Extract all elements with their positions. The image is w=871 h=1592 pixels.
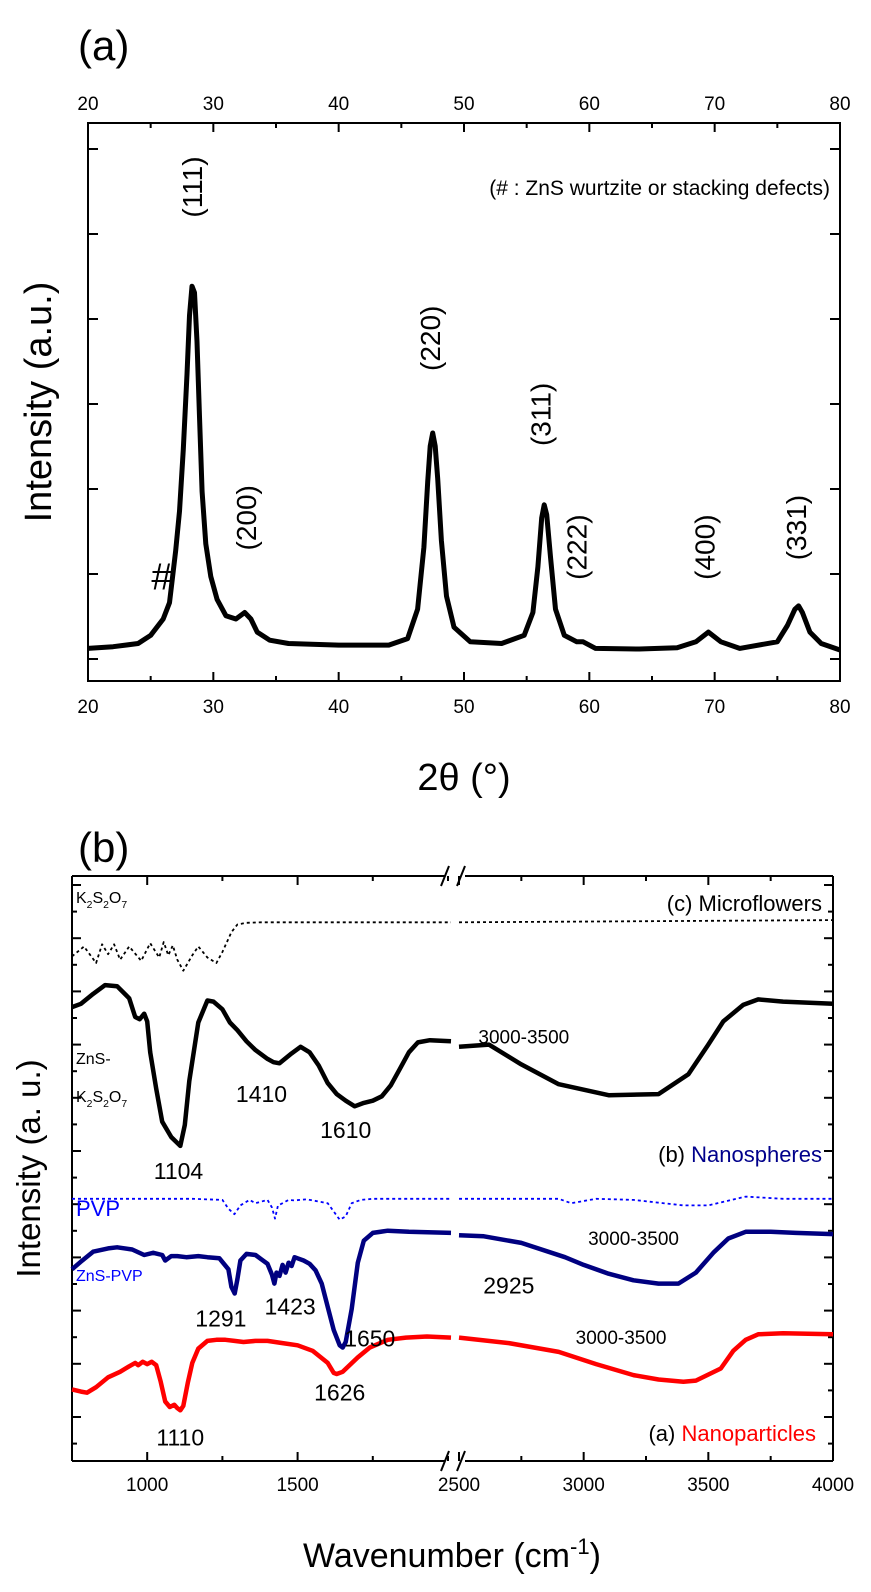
ftir-spectrum-b-reference xyxy=(459,1195,833,1207)
x-tick-label: 3000 xyxy=(563,1475,605,1496)
x-axis-title-text: Wavenumber (cm xyxy=(303,1537,570,1575)
y-axis-title: Intensity (a.u.) xyxy=(18,282,60,523)
xrd-pattern-line xyxy=(87,283,841,653)
ftir-spectrum-c xyxy=(71,982,452,1149)
x-tick-label-top: 80 xyxy=(829,94,850,115)
curve-label-microflowers: (c) Microflowers xyxy=(667,891,822,916)
x-tick-label-bottom: 80 xyxy=(829,697,850,718)
x-tick-label: 4000 xyxy=(812,1475,854,1496)
x-axis-title-superscript: -1 xyxy=(570,1534,590,1559)
x-tick-label-top: 30 xyxy=(203,94,224,115)
peak-label: 3000-3500 xyxy=(478,1027,569,1048)
peak-label: 1110 xyxy=(156,1425,204,1451)
ftir-spectrum-c-reference xyxy=(71,921,451,972)
x-tick-label-top: 70 xyxy=(704,94,725,115)
x-tick-label-bottom: 30 xyxy=(203,697,224,718)
formula-part: S xyxy=(92,1089,103,1106)
axis-break-mark xyxy=(456,1450,466,1472)
axis-break-mark xyxy=(440,1450,450,1472)
ftir-spectrum-b-reference xyxy=(72,1197,451,1221)
peak-label: (400) xyxy=(690,514,721,579)
peak-label: 1626 xyxy=(314,1379,365,1405)
formula-part: S xyxy=(92,890,103,907)
ftir-spectrum-b xyxy=(70,1228,452,1350)
curve-label-nanoparticles: (a) Nanoparticles xyxy=(648,1421,816,1446)
x-tick-label-bottom: 50 xyxy=(453,697,474,718)
peak-label: (222) xyxy=(562,514,593,579)
x-axis-title: Wavenumber (cm-1) xyxy=(303,1534,601,1575)
curve-label-prefix: (a) xyxy=(648,1421,681,1446)
curve-label-k2s2o7: K2S2O7 xyxy=(76,890,127,911)
x-tick-label-bottom: 70 xyxy=(704,697,725,718)
curve-label-zns-pvp: ZnS-PVP xyxy=(76,1268,143,1285)
formula-subscript: 2 xyxy=(87,1099,93,1110)
x-tick-label: 1000 xyxy=(126,1475,168,1496)
peak-label: (220) xyxy=(415,306,446,371)
ftir-spectrum-c xyxy=(458,997,834,1098)
formula-part: O xyxy=(109,890,121,907)
peak-label: 1104 xyxy=(154,1158,204,1184)
curve-label-nanospheres: (b) Nanospheres xyxy=(658,1142,822,1167)
peak-label: 3000-3500 xyxy=(588,1229,679,1250)
peak-label: 1650 xyxy=(344,1325,395,1351)
formula-subscript: 7 xyxy=(121,900,127,911)
formula-part: O xyxy=(109,1089,121,1106)
curve-label-prefix: (b) xyxy=(658,1142,691,1167)
x-tick-label: 2500 xyxy=(438,1475,480,1496)
ftir-spectrum-c-reference xyxy=(458,919,834,924)
curve-label-accent: Nanoparticles xyxy=(681,1421,816,1446)
panel-b-label: (b) xyxy=(78,824,129,871)
peak-label: 1291 xyxy=(195,1306,246,1332)
x-tick-label-top: 40 xyxy=(328,94,349,115)
ftir-spectrum-a xyxy=(71,1334,452,1413)
wurtzite-marker: # xyxy=(151,557,172,599)
formula-part: K xyxy=(76,1089,87,1106)
x-tick-label-top: 60 xyxy=(579,94,600,115)
curve-label-pvp: PVP xyxy=(76,1196,120,1221)
x-axis-title: 2θ (°) xyxy=(417,757,510,799)
x-tick-label-bottom: 40 xyxy=(328,697,349,718)
annotation-note: (# : ZnS wurtzite or stacking defects) xyxy=(489,177,830,200)
formula-subscript: 2 xyxy=(87,900,93,911)
peak-label: 2925 xyxy=(483,1273,534,1299)
formula-part: K xyxy=(76,890,87,907)
axis-break-mark xyxy=(440,865,450,887)
ftir-spectrum-b xyxy=(458,1229,834,1286)
x-tick-label: 3500 xyxy=(687,1475,729,1496)
x-tick-label-bottom: 20 xyxy=(77,697,98,718)
peak-label: 3000-3500 xyxy=(576,1328,667,1349)
peak-label: 1423 xyxy=(264,1293,315,1319)
x-tick-label-bottom: 60 xyxy=(579,697,600,718)
curve-label-zns: ZnS- xyxy=(76,1051,111,1068)
ftir-spectrum-a xyxy=(458,1330,834,1384)
curve-label-k2s2o7: K2S2O7 xyxy=(76,1089,127,1110)
peak-label: (111) xyxy=(177,156,208,217)
x-tick-label: 1500 xyxy=(276,1475,318,1496)
formula-subscript: 2 xyxy=(103,900,109,911)
x-tick-label-top: 50 xyxy=(453,94,474,115)
formula-subscript: 7 xyxy=(121,1099,127,1110)
peak-label: 1610 xyxy=(320,1117,371,1143)
peak-label: (331) xyxy=(781,495,812,560)
peak-label: (311) xyxy=(525,383,556,446)
curve-label-accent: Nanospheres xyxy=(691,1142,822,1167)
x-axis-title-text: ) xyxy=(590,1537,601,1575)
x-tick-label-top: 20 xyxy=(77,94,98,115)
y-axis-title: Intensity (a. u.) xyxy=(10,1059,47,1277)
peak-label: 1410 xyxy=(236,1081,287,1107)
panel-a-label: (a) xyxy=(78,22,129,69)
peak-label: (200) xyxy=(231,485,262,550)
formula-subscript: 2 xyxy=(103,1099,109,1110)
